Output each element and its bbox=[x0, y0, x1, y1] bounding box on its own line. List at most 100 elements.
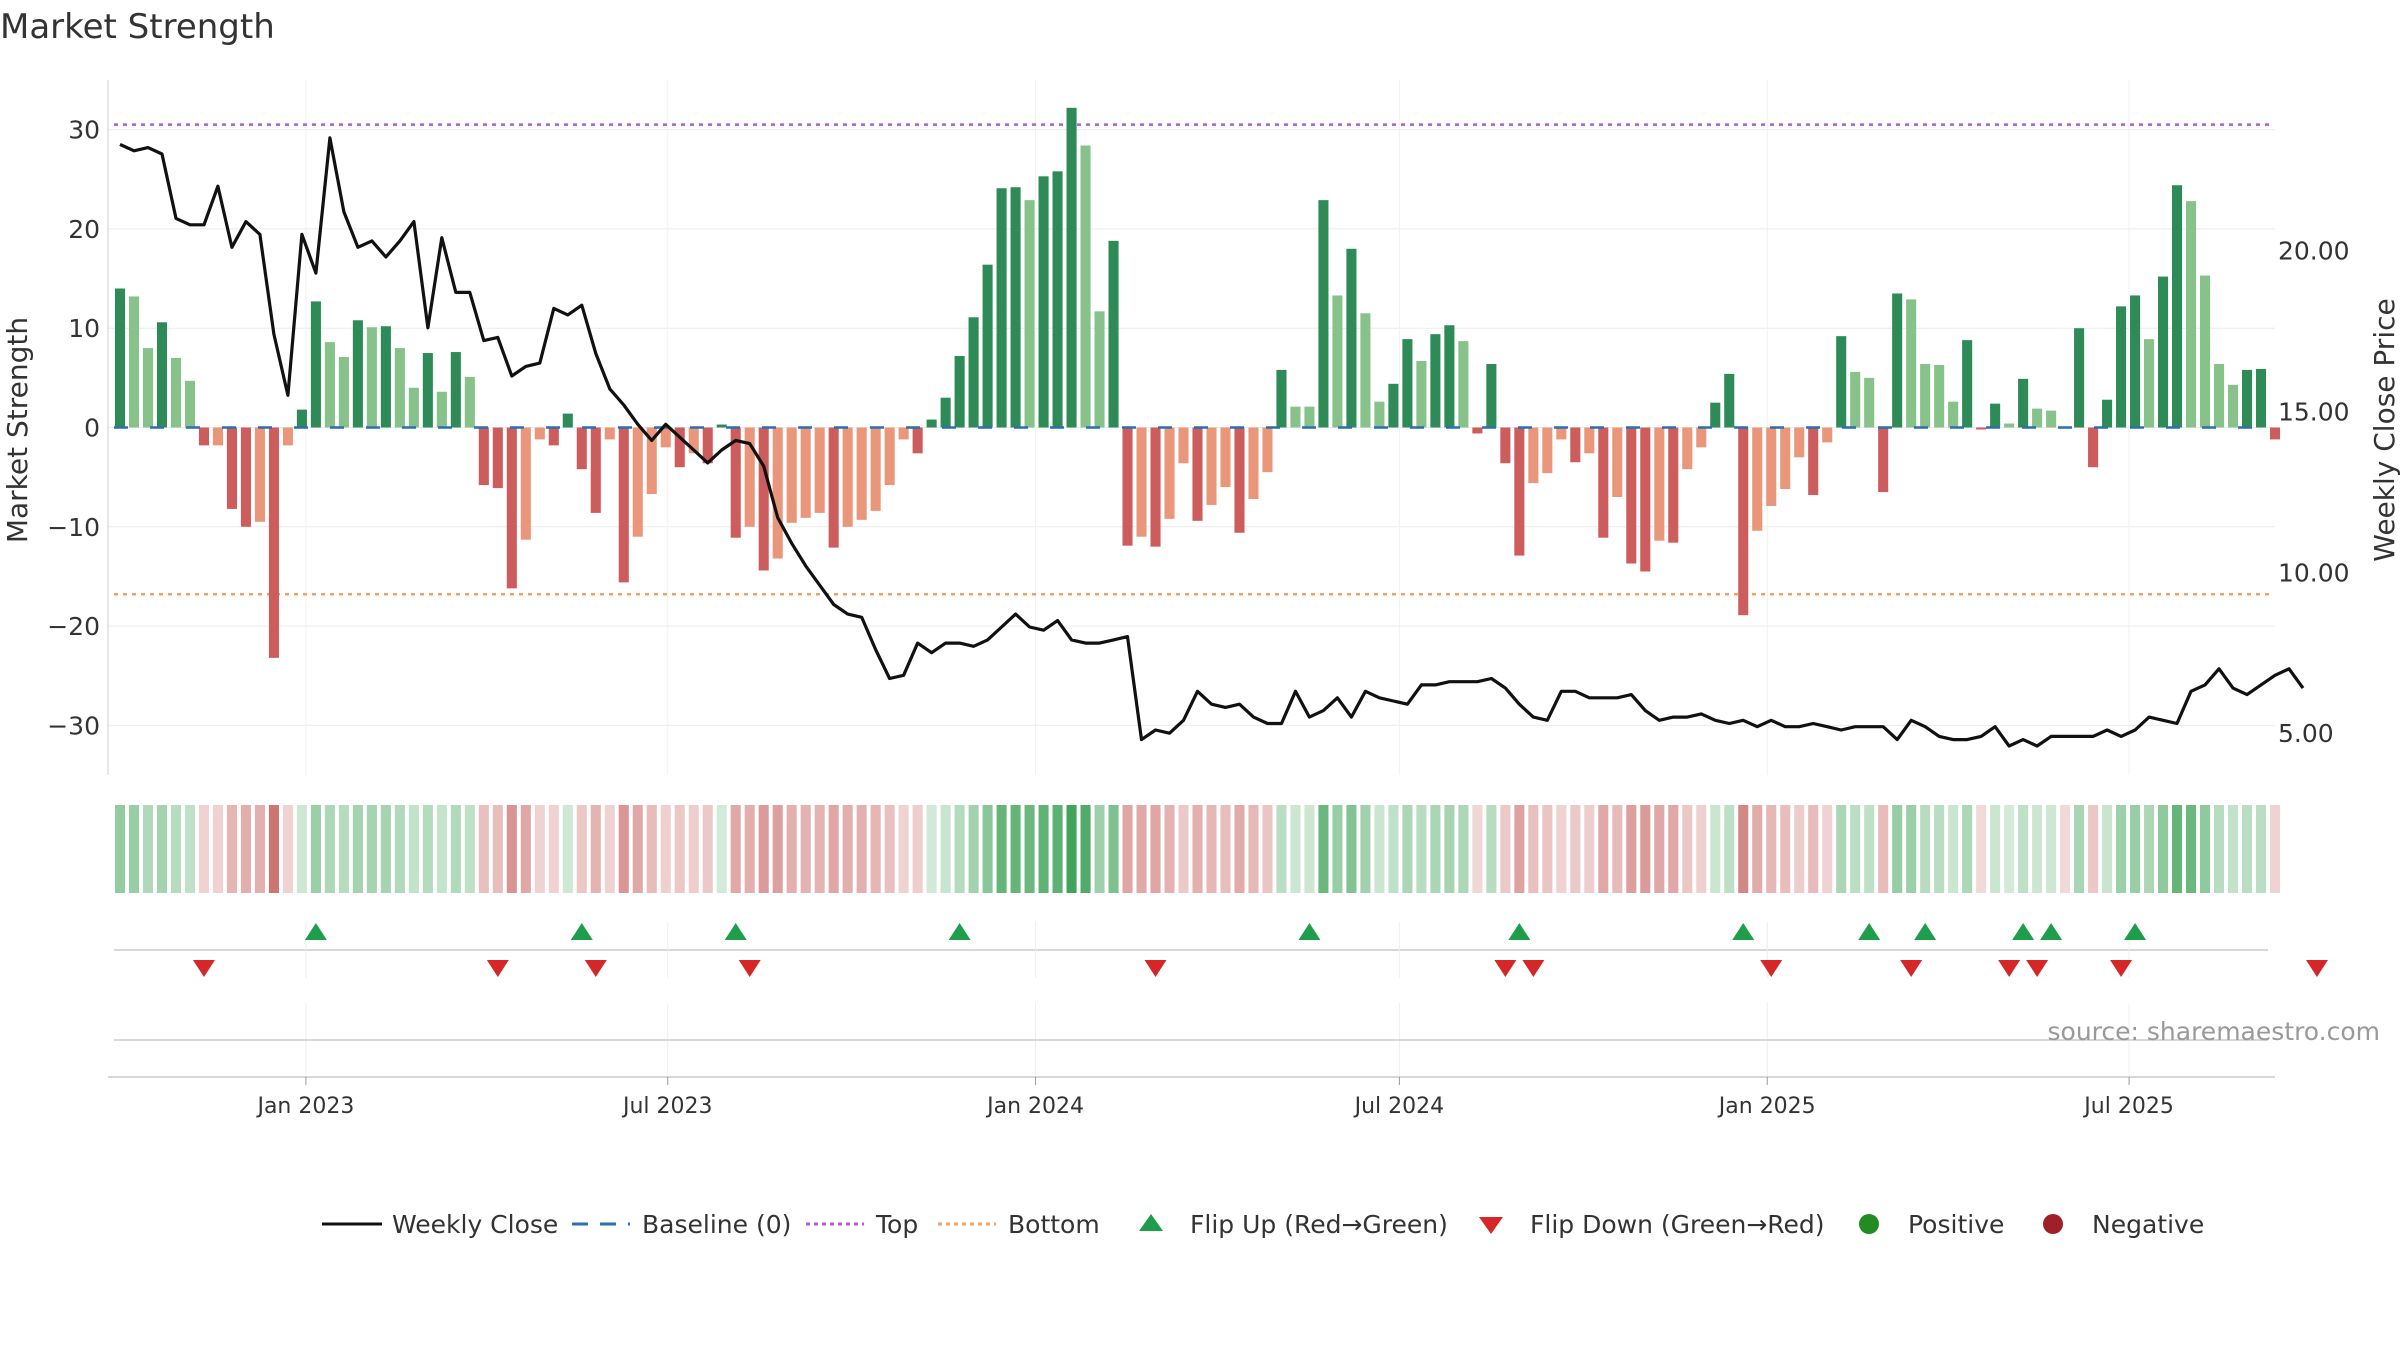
strength-bar bbox=[408, 387, 419, 428]
heatmap-cell bbox=[1388, 805, 1399, 893]
strength-bar bbox=[1892, 293, 1903, 428]
strength-bar bbox=[1206, 427, 1217, 505]
heatmap-cell bbox=[310, 805, 321, 893]
y-tick-label-left: −20 bbox=[47, 612, 100, 641]
heatmap-cell bbox=[954, 805, 965, 893]
strength-bar bbox=[1528, 427, 1539, 484]
strength-bar bbox=[1780, 427, 1791, 490]
flip-up-marker bbox=[948, 923, 971, 940]
heatmap-cell bbox=[1192, 805, 1203, 893]
strength-bar bbox=[1822, 427, 1833, 443]
strength-bar bbox=[142, 348, 154, 428]
heatmap-cell bbox=[1724, 805, 1735, 893]
strength-bar bbox=[898, 427, 909, 440]
strength-bar bbox=[716, 424, 727, 428]
strength-bar bbox=[1836, 336, 1847, 428]
strength-bar bbox=[1906, 299, 1917, 428]
heatmap-cell bbox=[2102, 805, 2113, 893]
strength-bar bbox=[968, 317, 979, 428]
y-tick-label-left: 30 bbox=[68, 116, 100, 145]
heatmap-cell bbox=[436, 805, 447, 893]
heatmap-cell bbox=[590, 805, 601, 893]
strength-bar bbox=[2255, 368, 2267, 428]
strength-bar bbox=[2004, 423, 2015, 428]
flip-down-marker bbox=[1494, 960, 1517, 977]
strength-bar bbox=[156, 322, 168, 428]
strength-bar bbox=[422, 353, 433, 428]
heatmap-cell bbox=[2172, 805, 2183, 893]
heatmap-cell bbox=[1262, 805, 1273, 893]
legend-label: Flip Up (Red→Green) bbox=[1190, 1210, 1448, 1239]
heatmap-cell bbox=[1878, 805, 1889, 893]
heatmap-cell bbox=[1822, 805, 1833, 893]
heatmap-cell bbox=[2074, 805, 2085, 893]
heatmap-cell bbox=[646, 805, 657, 893]
strength-bar bbox=[1878, 427, 1889, 493]
heatmap-cell bbox=[1038, 805, 1049, 893]
heatmap-cell bbox=[2241, 805, 2253, 893]
strength-bar bbox=[2172, 185, 2183, 428]
legend-item: Weekly Close bbox=[322, 1210, 558, 1239]
strength-bar bbox=[1234, 427, 1245, 533]
heatmap-cell bbox=[1486, 805, 1497, 893]
strength-bar bbox=[632, 427, 643, 537]
heatmap-cell bbox=[1640, 805, 1651, 893]
heatmap-cell bbox=[2018, 805, 2029, 893]
heatmap-cell bbox=[394, 805, 405, 893]
heatmap-cell bbox=[1136, 805, 1147, 893]
heatmap-cell bbox=[548, 805, 559, 893]
strength-bar bbox=[2102, 399, 2113, 428]
strength-bar bbox=[1976, 427, 1987, 430]
heatmap-cell bbox=[142, 805, 154, 893]
y-tick-label-right: 10.00 bbox=[2278, 558, 2350, 587]
strength-bar bbox=[1318, 200, 1329, 428]
y-tick-label-left: 10 bbox=[68, 314, 100, 343]
legend-swatch-flip-down bbox=[1479, 1217, 1503, 1234]
strength-bar bbox=[1388, 383, 1399, 428]
strength-bar bbox=[1808, 427, 1819, 496]
strength-bar bbox=[2227, 384, 2239, 428]
strength-bar bbox=[1724, 373, 1735, 428]
heatmap-cell bbox=[1948, 805, 1959, 893]
heatmap-cell bbox=[2269, 805, 2281, 893]
heatmap-cell bbox=[1892, 805, 1903, 893]
heatmap-cell bbox=[1710, 805, 1721, 893]
strength-bar bbox=[268, 427, 279, 658]
heatmap-cell bbox=[968, 805, 979, 893]
strength-bar bbox=[478, 427, 489, 486]
heatmap-cell bbox=[1626, 805, 1637, 893]
heatmap-cell bbox=[464, 805, 475, 893]
strength-bar bbox=[380, 326, 391, 428]
legend-label: Weekly Close bbox=[392, 1210, 558, 1239]
strength-bar bbox=[240, 427, 251, 527]
heatmap-cell bbox=[1738, 805, 1749, 893]
flip-up-marker bbox=[304, 923, 327, 940]
heatmap-cell bbox=[1206, 805, 1217, 893]
strength-bar bbox=[1136, 427, 1147, 537]
heatmap-cell bbox=[1570, 805, 1581, 893]
heatmap-cell bbox=[674, 805, 685, 893]
heatmap-cell bbox=[2255, 805, 2267, 893]
strength-bar bbox=[296, 409, 307, 428]
heatmap-cell bbox=[156, 805, 168, 893]
strength-bar bbox=[2088, 427, 2099, 468]
heatmap-cell bbox=[1934, 805, 1945, 893]
heatmap-cell bbox=[1752, 805, 1763, 893]
strength-bar bbox=[1934, 364, 1945, 428]
strength-bar bbox=[758, 427, 769, 571]
strength-bar bbox=[1766, 427, 1777, 506]
strength-bar bbox=[1472, 427, 1483, 434]
legend-swatch-positive bbox=[1859, 1214, 1879, 1234]
x-tick-label: Jan 2023 bbox=[255, 1094, 354, 1119]
flip-up-marker bbox=[1508, 923, 1531, 940]
heatmap-cell bbox=[772, 805, 783, 893]
strength-bar bbox=[1794, 427, 1805, 458]
heatmap-cell bbox=[1794, 805, 1805, 893]
strength-bar bbox=[1052, 171, 1063, 428]
legend-item: Baseline (0) bbox=[572, 1210, 791, 1239]
strength-bar bbox=[184, 380, 195, 428]
strength-bar bbox=[282, 427, 293, 446]
heatmap-cell bbox=[1010, 805, 1021, 893]
heatmap-cell bbox=[1416, 805, 1427, 893]
strength-bar bbox=[506, 427, 517, 589]
